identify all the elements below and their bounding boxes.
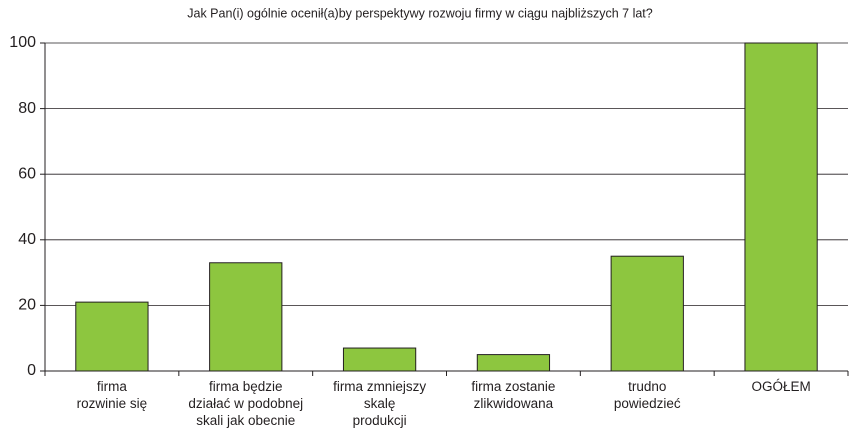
bar <box>209 262 283 372</box>
x-tick-label: firma będzie działać w podobnej skali ja… <box>188 379 304 428</box>
x-tick-label: trudno powiedzieć <box>613 379 681 411</box>
y-tick-label: 80 <box>18 100 36 117</box>
x-tick-label: firma zostanie zlikwidowana <box>471 379 556 411</box>
chart-title: Jak Pan(i) ogólnie ocenił(a)by perspekty… <box>187 6 653 20</box>
x-tick-label: firma zmniejszy skalę produkcji <box>333 379 427 428</box>
bar <box>476 354 551 372</box>
bar <box>744 42 818 372</box>
x-tick-label: firma rozwinie się <box>76 379 148 411</box>
bar <box>342 347 417 372</box>
y-tick-label: 60 <box>18 165 36 182</box>
y-tick-label: 20 <box>18 297 36 314</box>
y-tick-label: 100 <box>9 34 36 51</box>
y-tick-label: 0 <box>27 362 36 379</box>
bar <box>75 301 149 372</box>
bar <box>610 255 684 372</box>
x-tick-label: OGÓŁEM <box>751 379 811 394</box>
y-tick-label: 40 <box>18 231 36 248</box>
